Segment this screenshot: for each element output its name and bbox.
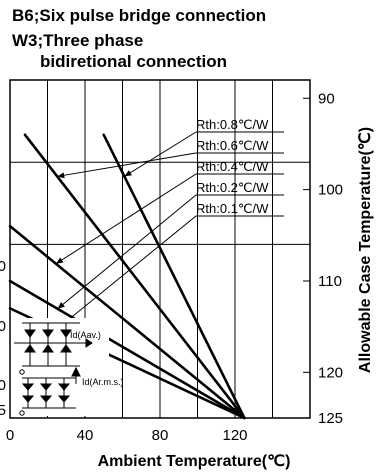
b6-terminal-top: [19, 369, 25, 375]
legend-leader-3: [57, 194, 197, 310]
y2-tick-0: 90: [318, 90, 335, 107]
y2-tick-labels: 90 100 110 120 125: [303, 90, 343, 427]
legend-arrowhead-3: [57, 302, 65, 309]
id-arms-label: Id(Ar.m.s.): [82, 377, 124, 387]
w3-arm-2: [42, 323, 54, 366]
x-axis-title: Ambient Temperature(℃): [98, 453, 291, 470]
y2-tick-1: 100: [318, 182, 343, 199]
legend-leaders: [55, 131, 197, 331]
left-tick-labels: 0 0 0 5: [0, 258, 6, 419]
legend-arrowhead-2: [55, 257, 64, 264]
b6-arm-3: [57, 378, 71, 408]
left-tick-1: 0: [0, 318, 6, 335]
b6-arm-2: [39, 378, 53, 408]
y2-tick-2: 110: [318, 273, 342, 290]
series-line-0: [102, 133, 246, 420]
legend-label-4: Rth:0.1℃/W: [196, 201, 269, 216]
x-tick-1: 40: [77, 427, 94, 444]
legend-label-1: Rth:0.6℃/W: [196, 138, 269, 153]
left-tick-0: 0: [0, 258, 6, 275]
legend-leader-0: [124, 131, 197, 177]
x-tick-labels: 0 40 80 120: [6, 427, 248, 444]
legend-leader-1: [57, 152, 197, 177]
y2-tick-4: 125: [318, 410, 343, 427]
id-aav-arrowhead: [85, 338, 93, 348]
x-tick-0: 0: [6, 427, 14, 444]
legend-leader-2: [55, 173, 197, 265]
legend-leader-4: [55, 215, 197, 331]
circuit-diagram: [13, 318, 109, 416]
legend-arrowhead-1: [57, 172, 65, 179]
b6-arm-1: [21, 378, 35, 408]
left-tick-2: 0: [0, 377, 6, 394]
id-aav-label: Id(Aav.): [70, 330, 101, 340]
x-tick-2: 80: [152, 427, 169, 444]
grid: [10, 80, 310, 418]
chart-title-line-2: W3;Three phase: [12, 31, 144, 50]
x-tick-3: 120: [222, 427, 247, 444]
series-line-2: [8, 224, 246, 420]
chart-title-line-1: B6;Six pulse bridge connection: [12, 6, 267, 25]
series-line-3: [8, 279, 246, 420]
legend: Rth:0.8℃/W Rth:0.6℃/W Rth:0.4℃/W Rth:0.2℃/W…: [196, 117, 284, 217]
plot-frame: [9, 79, 311, 419]
w3-arm-3: [60, 323, 72, 366]
legend-arrowhead-0: [124, 170, 132, 177]
chart-title-line-3: bidiretional connection: [40, 52, 228, 71]
legend-label-3: Rth:0.2℃/W: [196, 180, 269, 195]
b6-terminal-bottom: [19, 410, 25, 416]
series-line-1: [23, 133, 246, 420]
w3-arm-1: [24, 323, 36, 366]
left-tick-3: 5: [0, 402, 6, 419]
legend-label-0: Rth:0.8℃/W: [196, 117, 269, 132]
y2-axis-title: Allowable Case Temperature(℃): [357, 127, 374, 373]
legend-label-2: Rth:0.4℃/W: [196, 159, 269, 174]
y2-tick-3: 120: [318, 364, 343, 381]
id-arms-arrowhead: [71, 366, 81, 377]
